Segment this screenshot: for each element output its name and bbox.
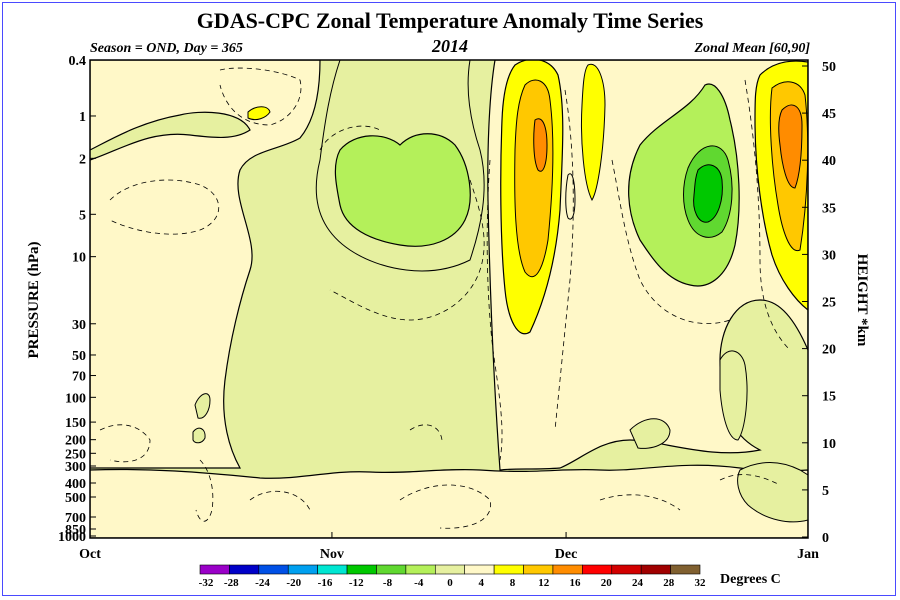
left-tick-label: 850 (65, 523, 86, 538)
right-tick-label: 10 (822, 437, 836, 452)
left-tick-label: 70 (72, 370, 86, 385)
left-tick-label: 200 (65, 434, 86, 449)
colorbar-swatch (640, 564, 671, 575)
colorbar-swatch (229, 564, 260, 575)
subtitle-center: 2014 (431, 36, 468, 56)
colorbar-tick-label: -8 (383, 577, 393, 589)
colorbar-tick-label: 28 (663, 577, 675, 589)
colorbar-swatch (346, 564, 377, 575)
bottom-tick-label: Oct (79, 547, 101, 562)
right-tick-label: 5 (822, 484, 829, 499)
region-small-oct-low2 (192, 427, 206, 444)
subtitle-right: Zonal Mean [60,90] (694, 41, 811, 56)
right-tick-label: 40 (822, 154, 836, 169)
right-tick-label: 30 (822, 248, 836, 263)
left-tick-label: 100 (65, 391, 86, 406)
region-neutral-lowlevels (90, 464, 808, 538)
left-tick-label: 0.4 (69, 54, 87, 69)
dashed-contours (99, 67, 791, 529)
colorbar-tick-label: 24 (632, 577, 644, 589)
colorbar-tick-label: 20 (601, 577, 613, 589)
y-axis-label: PRESSURE (hPa) (26, 241, 42, 358)
colorbar-swatch (434, 564, 466, 575)
region-small-dec-right (719, 350, 748, 441)
colorbar-tick-label: 16 (570, 577, 582, 589)
colorbar-swatch (493, 564, 524, 575)
right-tick-label: 15 (822, 390, 836, 405)
bottom-tick-label: Nov (320, 547, 344, 562)
left-tick-label: 1 (79, 110, 86, 125)
left-tick-label: 2 (79, 152, 86, 167)
colorbar-tick-label: -28 (224, 577, 239, 589)
region-warm-small-dec (581, 63, 606, 202)
left-tick-label: 30 (72, 318, 86, 333)
region-cold-core-nov (334, 133, 471, 247)
left-tick-label: 150 (65, 416, 86, 431)
bottom-tick-label: Dec (555, 547, 578, 562)
left-tick-label: 400 (65, 477, 86, 492)
region-warm-core-late-dec-12 (778, 104, 803, 189)
left-tick-label: 700 (65, 511, 86, 526)
colorbar-swatch (258, 564, 289, 575)
colorbar-tick-label: 12 (538, 577, 550, 589)
colorbar-swatch (670, 564, 701, 575)
left-tick-label: 10 (72, 251, 86, 266)
left-tick-label: 5 (79, 208, 86, 223)
colorbar-tick-label: 0 (447, 577, 453, 589)
colorbar-swatch (405, 564, 436, 575)
region-cold-core-mid-dec-12 (693, 164, 723, 223)
left-tick-label: 500 (65, 491, 86, 506)
region-warm-core-early-dec-8 (514, 79, 554, 278)
colorbar-tick-label: -24 (255, 577, 270, 589)
left-tick-label: 1000 (58, 530, 86, 545)
right-axis: 0 5 10 15 20 25 30 35 40 45 50 (802, 60, 836, 546)
region-small-dec-stripe (565, 173, 576, 220)
right-tick-label: 35 (822, 201, 836, 216)
region-neutral-oct (90, 60, 321, 469)
right-tick-label: 50 (822, 60, 836, 75)
right-tick-label: 25 (822, 296, 836, 311)
chart-title: GDAS-CPC Zonal Temperature Anomaly Time … (197, 8, 704, 33)
colorbar-tick-label: 4 (479, 577, 485, 589)
colorbar-tick-label: -32 (199, 577, 214, 589)
subtitle-left: Season = OND, Day = 365 (90, 41, 243, 56)
region-warm-core-early-dec-12 (533, 118, 548, 172)
colorbar-swatch (523, 564, 554, 575)
colorbar-label: Degrees C (720, 572, 781, 587)
left-tick-label: 50 (72, 349, 86, 364)
right-tick-label: 45 (822, 107, 836, 122)
colorbar-swatch (582, 564, 613, 575)
colorbar-swatch (199, 564, 230, 575)
region-small-oct-low (194, 393, 211, 419)
region-small-dec-low (629, 418, 671, 449)
colorbar-tick-label: 32 (695, 577, 707, 589)
colorbar-swatch (317, 564, 348, 575)
colorbar-tick-label: 8 (510, 577, 516, 589)
colorbar: -32 -28 -24 -20 -16 -12 -8 -4 0 4 8 12 16 20 24 28 32 (199, 564, 707, 589)
region-small-jan-low (737, 462, 808, 523)
colorbar-tick-label: -4 (414, 577, 424, 589)
colorbar-swatch (611, 564, 642, 575)
plot-area (90, 60, 808, 538)
region-small-warm-nov-top (247, 106, 271, 121)
colorbar-tick-label: -20 (286, 577, 301, 589)
plot-border (89, 59, 809, 539)
colorbar-swatch (376, 564, 407, 575)
bottom-tick-label: Jan (797, 547, 819, 562)
right-tick-label: 0 (822, 531, 829, 546)
colorbar-tick-label: -12 (349, 577, 364, 589)
colorbar-swatch (464, 564, 495, 575)
colorbar-swatch (552, 564, 583, 575)
bottom-axis: Oct Nov Dec Jan (79, 532, 819, 562)
left-tick-label: 250 (65, 447, 86, 462)
colorbar-swatch (287, 564, 318, 575)
right-tick-label: 20 (822, 343, 836, 358)
colorbar-tick-label: -16 (318, 577, 333, 589)
y-axis-right-label: HEIGHT *km (854, 254, 870, 347)
left-tick-label: 300 (65, 460, 86, 475)
